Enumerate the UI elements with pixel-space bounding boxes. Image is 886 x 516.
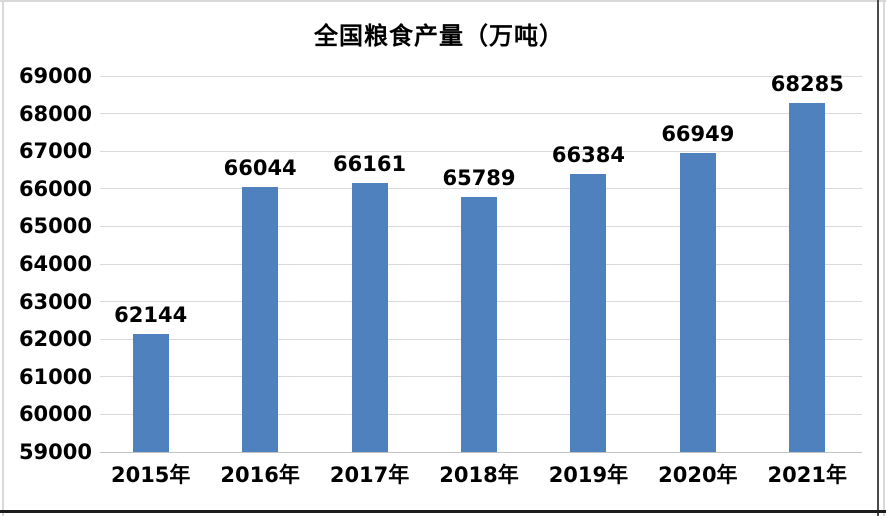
bar-2015年 (132, 333, 169, 452)
bar-2017年 (351, 182, 388, 452)
data-label-2019年: 66384 (551, 143, 625, 168)
y-tick-label: 65000 (18, 214, 92, 239)
chart-title: 全国粮食产量（万吨） (314, 22, 564, 50)
y-tick-label: 63000 (18, 289, 92, 314)
gridline (100, 188, 862, 190)
data-label-2020年: 66949 (661, 122, 735, 147)
y-tick-label: 62000 (18, 327, 92, 352)
x-tick-label-2016年: 2016年 (220, 463, 300, 487)
x-tick-label-2015年: 2015年 (110, 463, 191, 487)
data-label-2018年: 65789 (442, 165, 516, 190)
x-tick-label-2019年: 2019年 (548, 463, 629, 487)
left-border-line (2, 0, 4, 516)
y-tick-label: 59000 (18, 440, 92, 464)
x-tick-label-2018年: 2018年 (439, 463, 519, 487)
right-border-line (877, 0, 879, 516)
gridline (100, 150, 862, 152)
top-border-line (0, 0, 886, 2)
right-edge-line (883, 0, 885, 516)
x-tick-label-2020年: 2020年 (658, 463, 738, 487)
gridline (100, 113, 862, 115)
y-tick-label: 60000 (18, 402, 92, 427)
y-tick-label: 64000 (18, 252, 92, 276)
data-label-2016年: 66044 (223, 156, 297, 181)
gridline (100, 75, 862, 77)
bar-2018年 (461, 196, 497, 452)
data-label-2015年: 62144 (114, 302, 188, 327)
y-tick-label: 67000 (18, 139, 92, 164)
bar-2019年 (570, 174, 607, 452)
data-label-2021年: 68285 (770, 71, 844, 96)
y-tick-label: 68000 (18, 101, 92, 126)
y-tick-label: 69000 (18, 64, 92, 88)
bar-2016年 (242, 187, 279, 452)
x-tick-label-2017年: 2017年 (329, 463, 410, 487)
bar-2020年 (679, 153, 716, 452)
y-tick-label: 66000 (18, 176, 92, 201)
gridline (100, 451, 862, 453)
data-label-2017年: 66161 (333, 151, 407, 176)
bottom-border-line (0, 510, 886, 513)
y-tick-label: 61000 (18, 364, 92, 389)
bar-2021年 (789, 102, 826, 452)
x-tick-label-2021年: 2021年 (767, 463, 847, 487)
